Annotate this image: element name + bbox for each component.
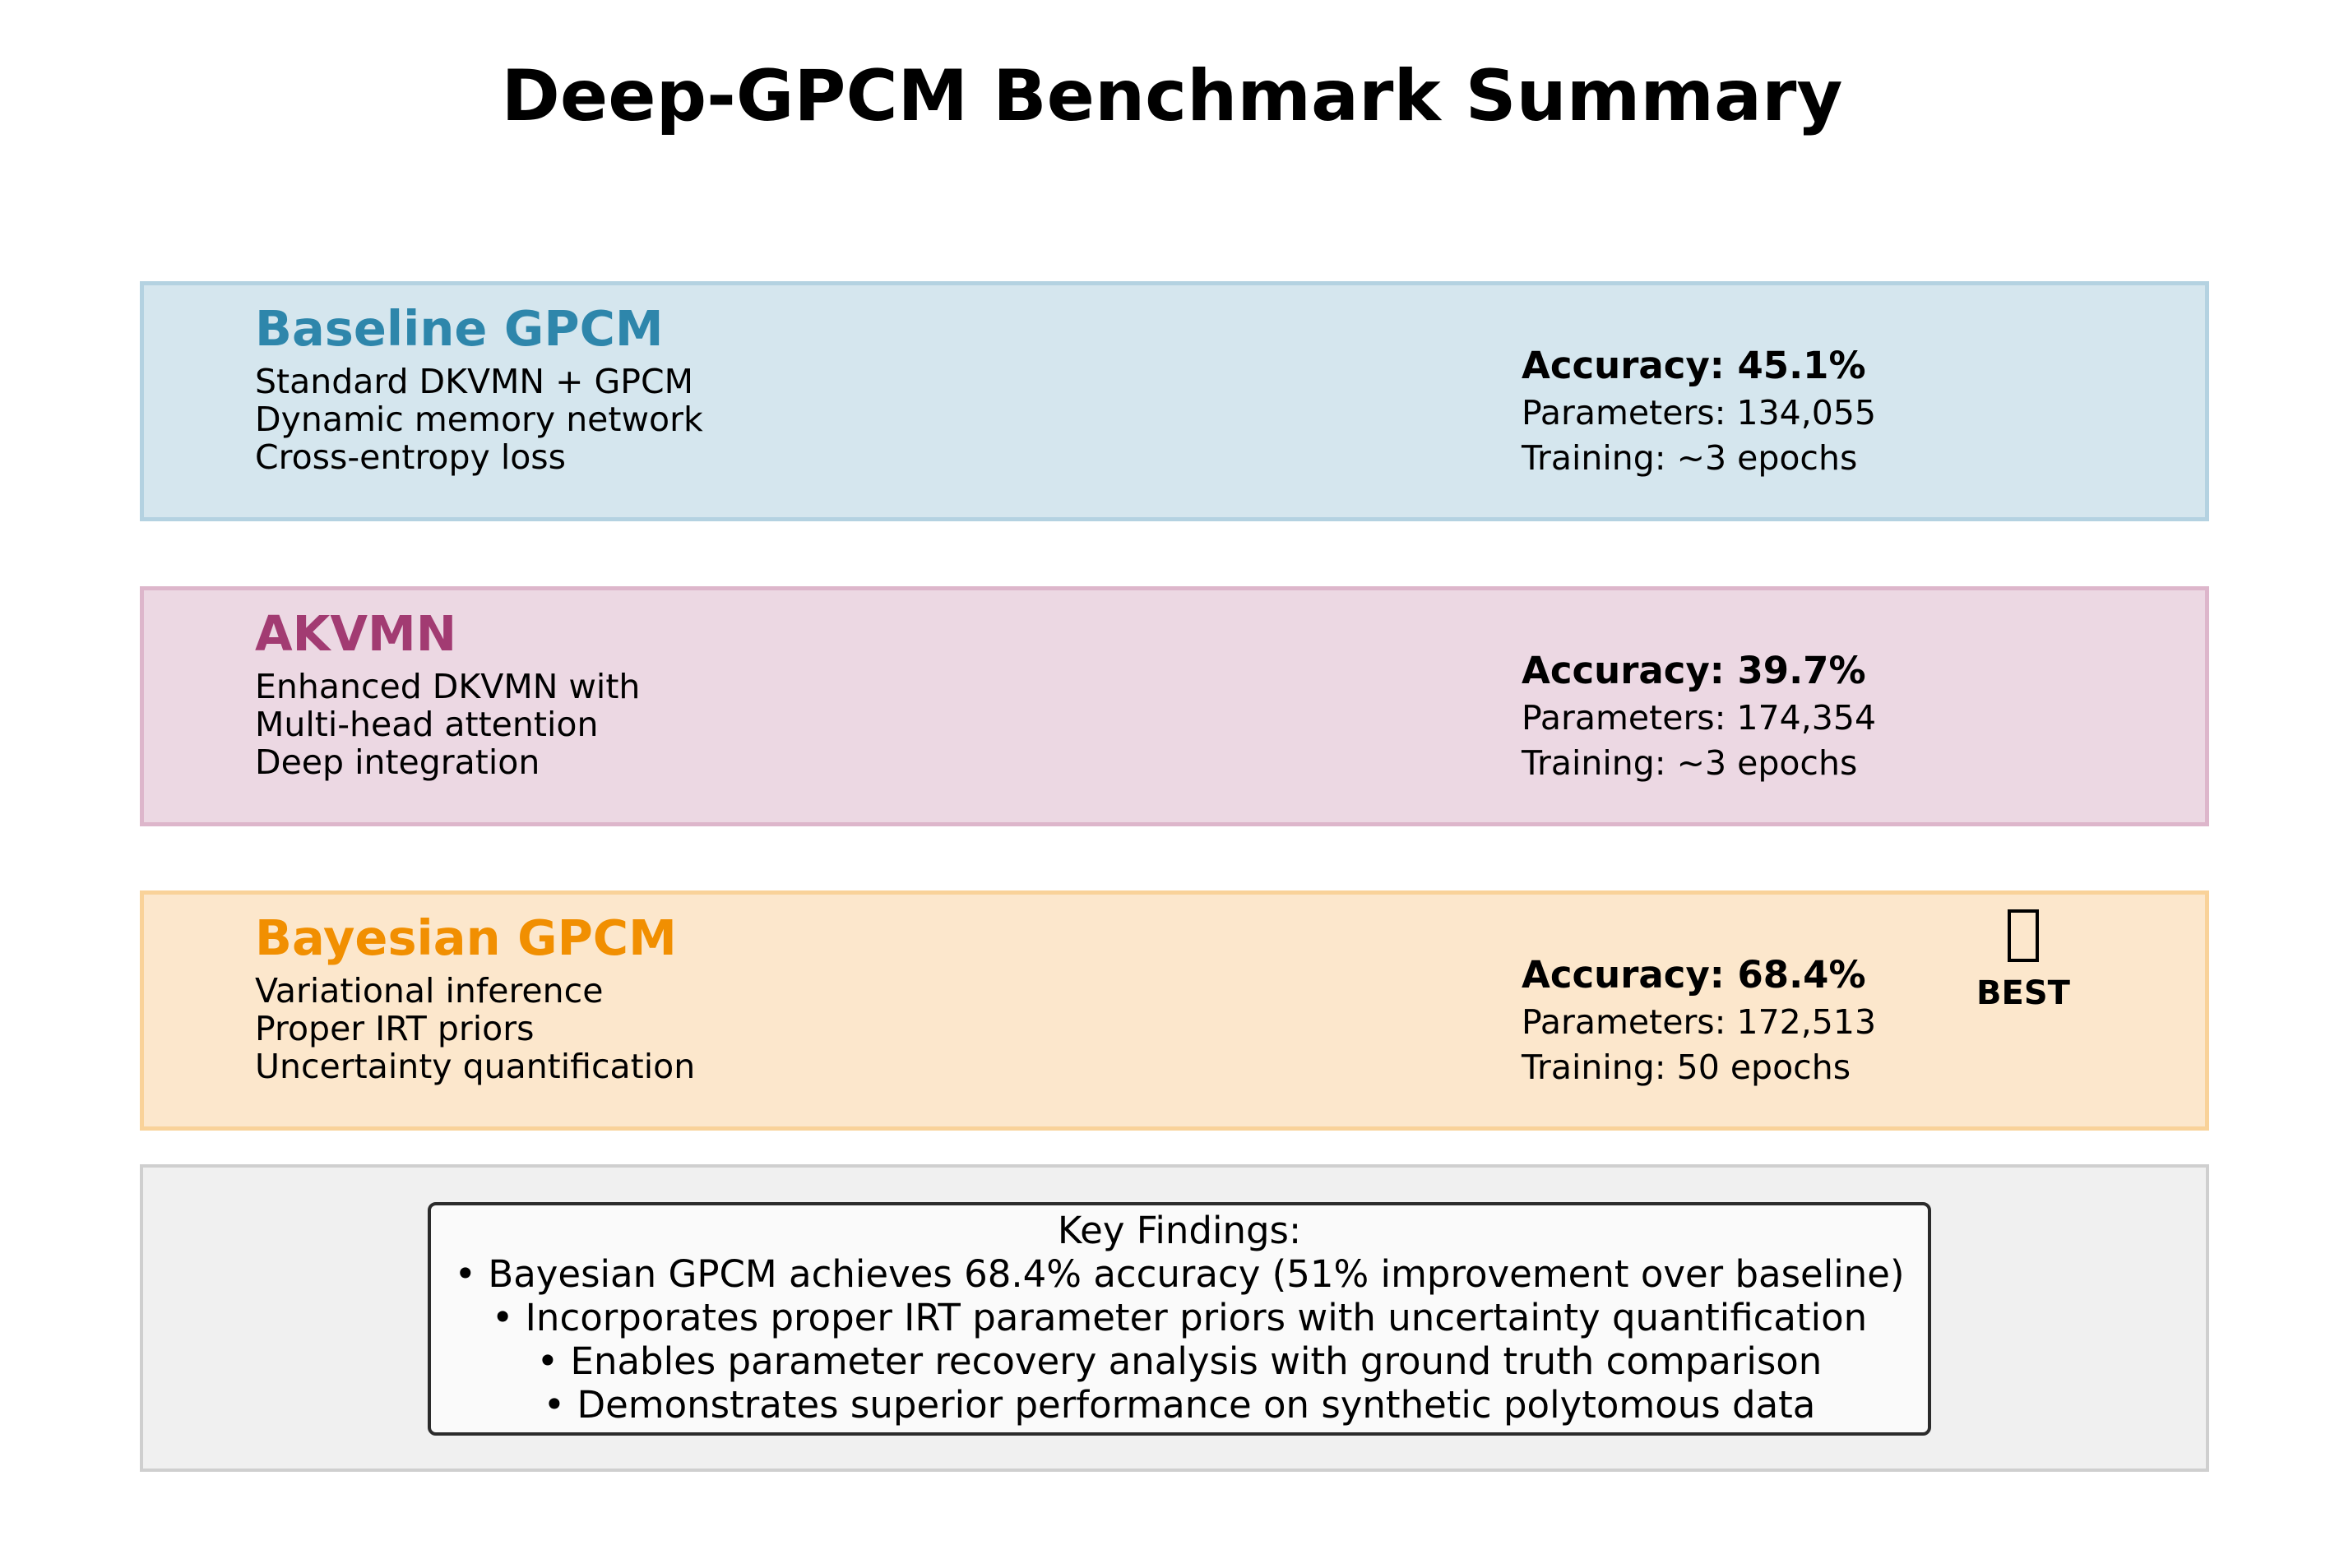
model-name: Baseline GPCM — [255, 300, 664, 357]
accuracy-value: Accuracy: 68.4% — [1522, 953, 1866, 997]
model-card-baseline-gpcm: Baseline GPCM Standard DKVMN + GPCM Dyna… — [140, 281, 2209, 521]
description-line: Dynamic memory network — [255, 400, 703, 439]
description-line: Proper IRT priors — [255, 1009, 535, 1048]
description-line: Uncertainty quantification — [255, 1047, 696, 1086]
parameters-value: Parameters: 174,354 — [1522, 698, 1877, 738]
model-description: Enhanced DKVMN with Multi-head attention… — [255, 668, 640, 781]
model-stats: Accuracy: 45.1% Parameters: 134,055 Trai… — [1522, 341, 1876, 481]
description-line: Deep integration — [255, 742, 540, 782]
model-description: Variational inference Proper IRT priors … — [255, 972, 695, 1085]
model-card-bayesian-gpcm: Bayesian GPCM Variational inference Prop… — [140, 890, 2209, 1131]
trophy-icon — [2008, 909, 2039, 962]
training-value: Training: ~3 epochs — [1522, 743, 1858, 783]
best-badge: BEST — [1962, 903, 2085, 1013]
findings-heading: Key Findings: — [1057, 1209, 1302, 1252]
model-name: AKVMN — [255, 605, 457, 662]
findings-item: • Incorporates proper IRT parameter prio… — [491, 1296, 1868, 1339]
model-name: Bayesian GPCM — [255, 909, 677, 966]
model-description: Standard DKVMN + GPCM Dynamic memory net… — [255, 363, 703, 476]
parameters-value: Parameters: 172,513 — [1522, 1002, 1877, 1042]
training-value: Training: ~3 epochs — [1522, 438, 1858, 478]
model-stats: Accuracy: 39.7% Parameters: 174,354 Trai… — [1522, 646, 1876, 786]
description-line: Standard DKVMN + GPCM — [255, 362, 694, 401]
training-value: Training: 50 epochs — [1522, 1048, 1851, 1087]
findings-item: • Demonstrates superior performance on s… — [543, 1383, 1816, 1427]
accuracy-value: Accuracy: 39.7% — [1522, 649, 1866, 692]
findings-item: • Bayesian GPCM achieves 68.4% accuracy … — [454, 1252, 1905, 1296]
key-findings-panel: Key Findings: • Bayesian GPCM achieves 6… — [140, 1164, 2209, 1472]
model-card-akvmn: AKVMN Enhanced DKVMN with Multi-head att… — [140, 586, 2209, 826]
accuracy-value: Accuracy: 45.1% — [1522, 344, 1866, 387]
page-title: Deep-GPCM Benchmark Summary — [501, 55, 1843, 137]
key-findings-box: Key Findings: • Bayesian GPCM achieves 6… — [428, 1202, 1931, 1436]
description-line: Enhanced DKVMN with — [255, 667, 641, 706]
description-line: Variational inference — [255, 971, 604, 1011]
best-label: BEST — [1976, 974, 2070, 1012]
description-line: Cross-entropy loss — [255, 437, 567, 477]
description-line: Multi-head attention — [255, 705, 599, 744]
findings-item: • Enables parameter recovery analysis wi… — [536, 1339, 1823, 1383]
parameters-value: Parameters: 134,055 — [1522, 393, 1877, 432]
model-stats: Accuracy: 68.4% Parameters: 172,513 Trai… — [1522, 951, 1876, 1090]
